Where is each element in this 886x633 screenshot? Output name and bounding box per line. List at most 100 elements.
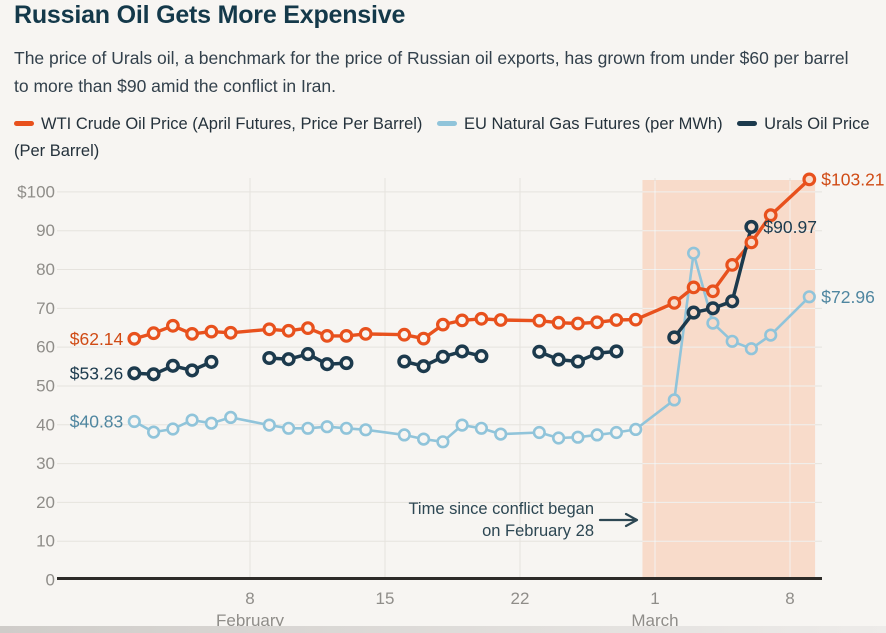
- data-point-urals[interactable]: [320, 357, 335, 372]
- data-point-gas[interactable]: [686, 246, 701, 260]
- data-point-gas[interactable]: [204, 416, 218, 430]
- legend-label-wti: WTI Crude Oil Price (April Futures, Pric…: [41, 115, 423, 133]
- data-point-gas[interactable]: [590, 428, 604, 442]
- data-point-wti[interactable]: [204, 324, 219, 339]
- data-point-wti[interactable]: [551, 315, 566, 330]
- data-point-gas[interactable]: [262, 418, 276, 432]
- data-point-wti[interactable]: [686, 280, 701, 295]
- data-point-gas[interactable]: [551, 431, 566, 445]
- data-point-gas[interactable]: [301, 421, 315, 435]
- data-point-gas[interactable]: [764, 328, 778, 342]
- data-point-urals[interactable]: [204, 354, 219, 369]
- chart-title: Russian Oil Gets More Expensive: [14, 1, 406, 29]
- data-point-gas[interactable]: [185, 413, 199, 427]
- data-point-wti[interactable]: [223, 325, 238, 340]
- data-point-wti[interactable]: [590, 315, 604, 330]
- bottom-edge-strip: [0, 626, 886, 633]
- legend-item-wti[interactable]: WTI Crude Oil Price (April Futures, Pric…: [14, 115, 422, 133]
- data-point-wti[interactable]: [667, 296, 682, 310]
- data-point-gas[interactable]: [706, 316, 720, 330]
- data-point-gas[interactable]: [802, 290, 816, 304]
- data-point-gas[interactable]: [417, 432, 431, 446]
- data-point-wti[interactable]: [474, 311, 489, 326]
- data-point-gas[interactable]: [282, 421, 296, 435]
- data-point-gas[interactable]: [571, 430, 585, 444]
- data-point-wti[interactable]: [802, 172, 817, 187]
- data-point-urals[interactable]: [686, 305, 701, 320]
- data-point-wti[interactable]: [706, 284, 720, 299]
- data-point-wti[interactable]: [532, 313, 547, 328]
- data-point-wti[interactable]: [416, 331, 431, 346]
- data-point-urals[interactable]: [570, 354, 585, 369]
- legend-key-wti-icon: [14, 121, 34, 127]
- data-point-wti[interactable]: [455, 313, 470, 328]
- data-point-urals[interactable]: [744, 219, 759, 234]
- data-point-urals[interactable]: [474, 349, 489, 364]
- data-point-gas[interactable]: [224, 410, 238, 425]
- data-point-wti[interactable]: [628, 312, 643, 327]
- y-tick-label: 20: [36, 493, 55, 512]
- data-point-urals[interactable]: [146, 367, 161, 382]
- data-point-urals[interactable]: [435, 349, 450, 364]
- data-point-gas[interactable]: [744, 342, 759, 356]
- x-tick-label: 22: [511, 589, 530, 608]
- data-point-wti[interactable]: [571, 316, 585, 331]
- data-point-gas[interactable]: [397, 428, 411, 442]
- data-point-urals[interactable]: [705, 301, 720, 316]
- data-point-gas[interactable]: [436, 435, 450, 449]
- data-point-gas[interactable]: [127, 414, 141, 429]
- data-point-wti[interactable]: [397, 327, 412, 342]
- data-point-gas[interactable]: [629, 422, 643, 437]
- data-point-gas[interactable]: [359, 423, 373, 437]
- data-point-wti[interactable]: [320, 329, 335, 343]
- y-tick-label: 10: [36, 532, 55, 551]
- data-point-wti[interactable]: [146, 326, 161, 341]
- data-point-wti[interactable]: [436, 317, 450, 332]
- data-point-urals[interactable]: [455, 344, 470, 359]
- data-point-gas[interactable]: [166, 422, 180, 436]
- data-point-wti[interactable]: [493, 313, 508, 327]
- data-point-wti[interactable]: [127, 331, 142, 346]
- data-point-urals[interactable]: [262, 350, 277, 366]
- data-point-gas[interactable]: [532, 425, 546, 440]
- data-point-gas[interactable]: [455, 418, 469, 432]
- conflict-annotation-text: on February 28: [482, 522, 594, 540]
- x-tick-label: 8: [245, 589, 254, 608]
- data-point-urals[interactable]: [590, 346, 605, 361]
- data-point-gas[interactable]: [320, 420, 334, 434]
- data-point-urals[interactable]: [609, 344, 624, 359]
- data-point-wti[interactable]: [301, 321, 315, 336]
- legend-item-gas[interactable]: EU Natural Gas Futures (per MWh): [437, 115, 723, 133]
- data-point-urals[interactable]: [339, 356, 354, 371]
- legend-label-gas: EU Natural Gas Futures (per MWh): [464, 115, 723, 133]
- data-point-urals[interactable]: [416, 359, 431, 374]
- data-point-urals[interactable]: [185, 363, 200, 378]
- data-point-urals[interactable]: [281, 352, 296, 367]
- data-point-wti[interactable]: [744, 235, 759, 250]
- data-point-wti[interactable]: [339, 329, 354, 343]
- data-point-gas[interactable]: [609, 425, 624, 440]
- data-point-wti[interactable]: [609, 313, 624, 327]
- data-point-wti[interactable]: [763, 208, 778, 223]
- data-point-gas[interactable]: [474, 421, 489, 435]
- data-point-urals[interactable]: [667, 330, 682, 345]
- data-point-urals[interactable]: [725, 294, 740, 309]
- data-point-gas[interactable]: [339, 421, 354, 435]
- data-point-wti[interactable]: [165, 318, 180, 333]
- data-point-wti[interactable]: [281, 323, 296, 338]
- data-point-urals[interactable]: [551, 352, 566, 367]
- data-point-wti[interactable]: [262, 322, 277, 337]
- data-point-wti[interactable]: [185, 327, 200, 341]
- data-point-gas[interactable]: [667, 393, 681, 407]
- data-point-urals[interactable]: [300, 347, 315, 362]
- data-point-urals[interactable]: [532, 344, 547, 359]
- data-point-wti[interactable]: [358, 327, 373, 341]
- data-point-gas[interactable]: [147, 425, 161, 439]
- data-point-wti[interactable]: [725, 258, 740, 272]
- data-point-gas[interactable]: [494, 427, 508, 441]
- data-point-urals[interactable]: [397, 354, 412, 369]
- data-point-urals[interactable]: [127, 366, 142, 381]
- data-point-urals[interactable]: [165, 358, 180, 373]
- data-point-gas[interactable]: [725, 334, 739, 348]
- legend-item-urals[interactable]: Urals Oil Price (Per Barrel): [14, 115, 870, 160]
